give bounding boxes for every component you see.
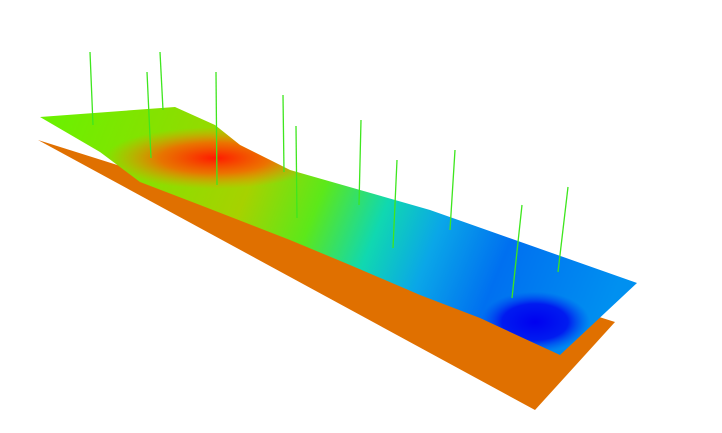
- pole: [89, 51, 94, 126]
- pole: [449, 149, 456, 231]
- base-slab: [38, 140, 615, 410]
- poles: [89, 51, 569, 299]
- pole: [159, 51, 164, 111]
- pole: [392, 159, 398, 249]
- pole: [358, 119, 362, 206]
- pole: [146, 71, 152, 159]
- pole: [295, 125, 298, 219]
- pole: [511, 204, 523, 299]
- pole: [215, 71, 218, 186]
- pole: [282, 94, 285, 173]
- surface-high: [75, 120, 355, 200]
- pole: [557, 186, 569, 273]
